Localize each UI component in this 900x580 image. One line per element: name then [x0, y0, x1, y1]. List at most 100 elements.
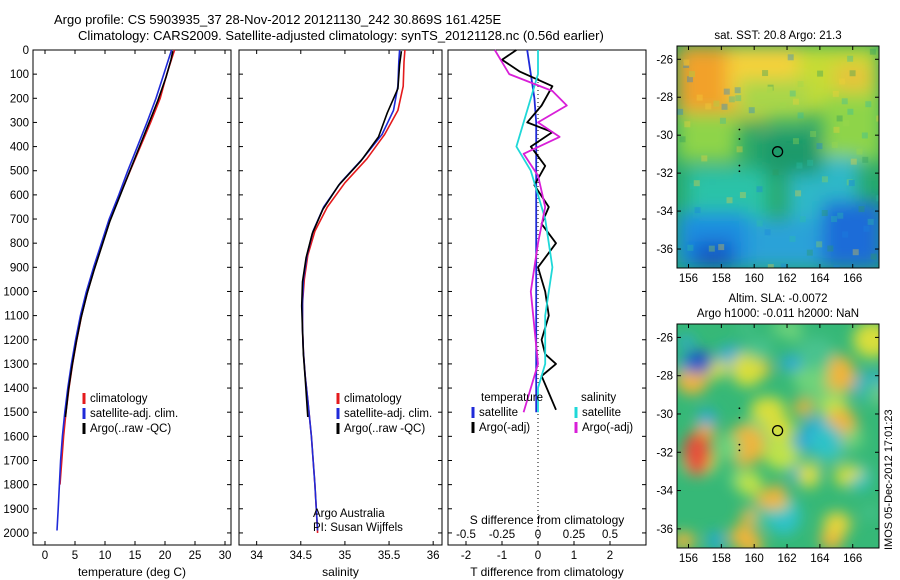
imos-timestamp: IMOS 05-Dec-2012 17:01:23 [883, 409, 895, 550]
sst-pixel [734, 87, 741, 94]
map-y-tick-label: -26 [656, 332, 673, 344]
sst-pixel [833, 265, 840, 268]
figure-title-line2: Climatology: CARS2009. Satellite-adjuste… [78, 28, 604, 43]
sla-patch [744, 338, 773, 360]
sst-pixel [718, 244, 725, 251]
sst-pixel [705, 103, 712, 110]
sst-pixel [836, 115, 843, 122]
sst-pixel [688, 71, 695, 78]
x-tick-label: -1 [497, 550, 507, 562]
s-tick-label: 0.25 [563, 529, 585, 541]
sst-patch [737, 79, 809, 120]
sla-high-2 [756, 489, 788, 509]
sla-patch [793, 398, 814, 416]
map-y-tick-label: -32 [656, 168, 673, 180]
x-axis-label: temperature (deg C) [78, 565, 186, 579]
sst-pixel [816, 241, 823, 248]
sst-pixel [876, 115, 879, 122]
x-tick-label: 34 [250, 550, 263, 562]
sst-pixel [701, 155, 708, 162]
diff-line-salinity-argo-adj- [494, 49, 568, 413]
sst-pixel [686, 76, 693, 83]
y-tick-label: 900 [10, 262, 29, 274]
y-tick-label: 1400 [3, 383, 29, 395]
sst-pixel [870, 253, 877, 260]
sla-low [685, 350, 713, 374]
sst-patch [822, 201, 879, 268]
sst-pixel [696, 94, 703, 101]
sst-pixel [789, 235, 796, 242]
sst-pixel [723, 88, 730, 95]
sst-patch [693, 241, 734, 268]
sla-patch [707, 531, 724, 548]
legend-entry: Argo(-adj) [582, 422, 633, 434]
sst-pixel [863, 225, 870, 232]
series-line-argo-raw-qc- [300, 51, 403, 418]
pi-note: PI: Susan Wijffels [313, 522, 403, 534]
sst-pixel [799, 216, 806, 223]
s-tick-label: 0.5 [602, 529, 618, 541]
argo-australia-note: Argo Australia [313, 508, 385, 520]
sst-pixel [862, 156, 869, 163]
sst-pixel [728, 96, 735, 103]
sst-pixel [736, 146, 743, 153]
sla-patch [763, 437, 800, 471]
sst-pixel [833, 126, 840, 133]
y-tick-label: 1100 [4, 311, 29, 323]
sst-pixel [792, 98, 799, 105]
y-tick-label: 1200 [3, 335, 29, 347]
sst-pixel [756, 186, 763, 193]
legend-entry: satellite-adj. clim. [90, 408, 178, 420]
sla-patch [844, 428, 864, 450]
map-x-tick-label: 164 [810, 553, 830, 565]
x-tick-label: 30 [219, 550, 232, 562]
sst-pixel [847, 108, 854, 115]
s-tick-label: -0.25 [489, 529, 515, 541]
x-tick-label: 36 [427, 550, 440, 562]
sst-pixel [852, 249, 859, 256]
sst-pixel [721, 103, 728, 110]
sst-patch [761, 134, 823, 175]
sst-pixel [779, 102, 786, 109]
sla-patch [750, 396, 787, 423]
map-x-tick-label: 166 [843, 273, 862, 285]
sst-pixel [846, 179, 853, 186]
sla-patch [729, 524, 757, 548]
sla-patch [740, 509, 756, 525]
sla-patch [715, 434, 742, 460]
sla-patch [677, 336, 696, 348]
sst-pixels [677, 48, 879, 268]
sst-pixel [764, 229, 771, 236]
track-dot [738, 164, 741, 167]
sst-pixel [789, 90, 796, 97]
sla-patch [849, 476, 871, 490]
x-tick-label: 15 [129, 550, 142, 562]
sst-pixel [767, 84, 774, 91]
x-axis-label: salinity [322, 565, 359, 579]
sla-patch [863, 505, 877, 520]
sst-pixel [767, 264, 774, 268]
sla-patch [697, 409, 717, 427]
map-x-tick-label: 164 [810, 273, 830, 285]
y-tick-label: 0 [23, 45, 29, 57]
sla-patch [783, 324, 803, 342]
sst-pixel [832, 90, 839, 97]
sst-pixel [689, 183, 696, 190]
map-x-tick-label: 156 [679, 273, 698, 285]
legend-entry: climatology [344, 393, 402, 405]
sst-pixel [762, 70, 769, 77]
y-tick-label: 200 [10, 93, 29, 105]
diff-line-salinity-satellite [515, 50, 554, 413]
sst-pixel [733, 173, 740, 180]
sst-pixel [795, 190, 802, 197]
x-tick-label: 20 [159, 550, 172, 562]
sst-field [677, 46, 879, 268]
map-x-tick-label: 158 [712, 553, 731, 565]
x-tick-label: 35 [339, 550, 352, 562]
figure-title-line1: Argo profile: CS 5903935_37 28-Nov-2012 … [54, 12, 502, 27]
x-tick-label: 10 [99, 550, 112, 562]
legend-entry: satellite-adj. clim. [344, 408, 432, 420]
y-tick-label: 1500 [3, 407, 29, 419]
x-tick-label: 25 [189, 550, 202, 562]
